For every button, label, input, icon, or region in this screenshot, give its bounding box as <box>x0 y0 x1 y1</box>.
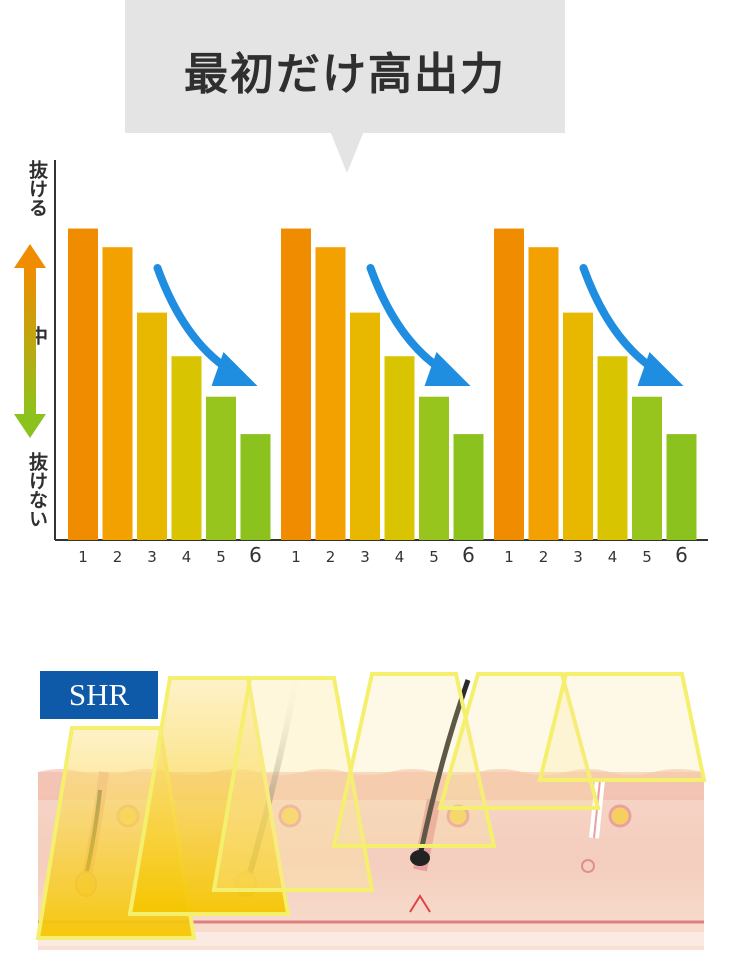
tick-label-group1-1: 1 <box>78 548 88 566</box>
tick-label-group2-5: 5 <box>429 548 439 566</box>
sebaceous-gland-4 <box>608 804 632 828</box>
laser-frame-6 <box>537 672 707 782</box>
tick-labels: 1 2 3 4 5 6 1 2 3 4 5 6 1 2 3 4 5 6 <box>78 543 688 567</box>
bar-group3-5 <box>632 396 662 540</box>
tick-label-group2-6: 6 <box>462 543 475 567</box>
intensity-double-arrow <box>14 244 46 438</box>
y-label-bottom: 抜けない <box>26 452 48 528</box>
bar-group2-4 <box>384 356 415 540</box>
decrease-arrow-2 <box>366 264 447 374</box>
bar-group1-1 <box>68 228 98 540</box>
tick-label-group2-2: 2 <box>326 548 336 566</box>
shr-label: SHR <box>40 671 158 719</box>
tick-label-group2-1: 1 <box>291 548 301 566</box>
tick-label-group3-1: 1 <box>504 548 514 566</box>
decrease-arrow-head-2 <box>424 352 471 386</box>
y-label-top: 抜ける <box>26 160 48 217</box>
bar-group3-1 <box>494 228 524 540</box>
tick-label-group1-2: 2 <box>113 548 123 566</box>
bar-group3-3 <box>563 312 593 540</box>
tick-label-group3-6: 6 <box>675 543 688 567</box>
bar-group3-2 <box>528 247 559 540</box>
sebaceous-gland-2 <box>278 804 302 828</box>
bar-group1-2 <box>102 247 133 540</box>
tick-label-group3-5: 5 <box>642 548 652 566</box>
title-banner <box>125 0 565 133</box>
bar-group3-4 <box>597 356 628 540</box>
laser-frame-2 <box>127 676 291 916</box>
decrease-arrow-1 <box>153 264 234 374</box>
tick-label-group2-3: 3 <box>360 548 370 566</box>
bar-group2-5 <box>419 396 449 540</box>
bar-group1-5 <box>206 396 236 540</box>
decrease-arrows <box>153 264 684 386</box>
bar-group3-6 <box>666 434 697 540</box>
tick-label-group3-3: 3 <box>573 548 583 566</box>
bar-group2-1 <box>281 228 311 540</box>
banner-pointer <box>330 131 364 173</box>
laser-frame-4 <box>331 672 497 848</box>
tick-label-group1-5: 5 <box>216 548 226 566</box>
tick-label-group1-4: 4 <box>182 548 192 566</box>
tick-label-group1-6: 6 <box>249 543 262 567</box>
bar-group2-3 <box>350 312 380 540</box>
bar-group2-2 <box>315 247 346 540</box>
laser-frames <box>35 672 707 940</box>
decrease-arrow-head-3 <box>637 352 684 386</box>
tick-label-group1-3: 3 <box>147 548 157 566</box>
bar-group1-3 <box>137 312 167 540</box>
banner-title: 最初だけ高出力 <box>184 49 506 100</box>
laser-frame-3 <box>211 676 375 892</box>
tick-label-group2-4: 4 <box>395 548 405 566</box>
bar-group2-6 <box>453 434 484 540</box>
tick-label-group3-2: 2 <box>539 548 549 566</box>
decrease-arrow-3 <box>579 264 660 374</box>
decrease-arrow-head-1 <box>211 352 258 386</box>
bars-layer <box>68 228 697 540</box>
bar-group1-4 <box>171 356 202 540</box>
tick-label-group3-4: 4 <box>608 548 618 566</box>
bar-group1-6 <box>240 434 271 540</box>
